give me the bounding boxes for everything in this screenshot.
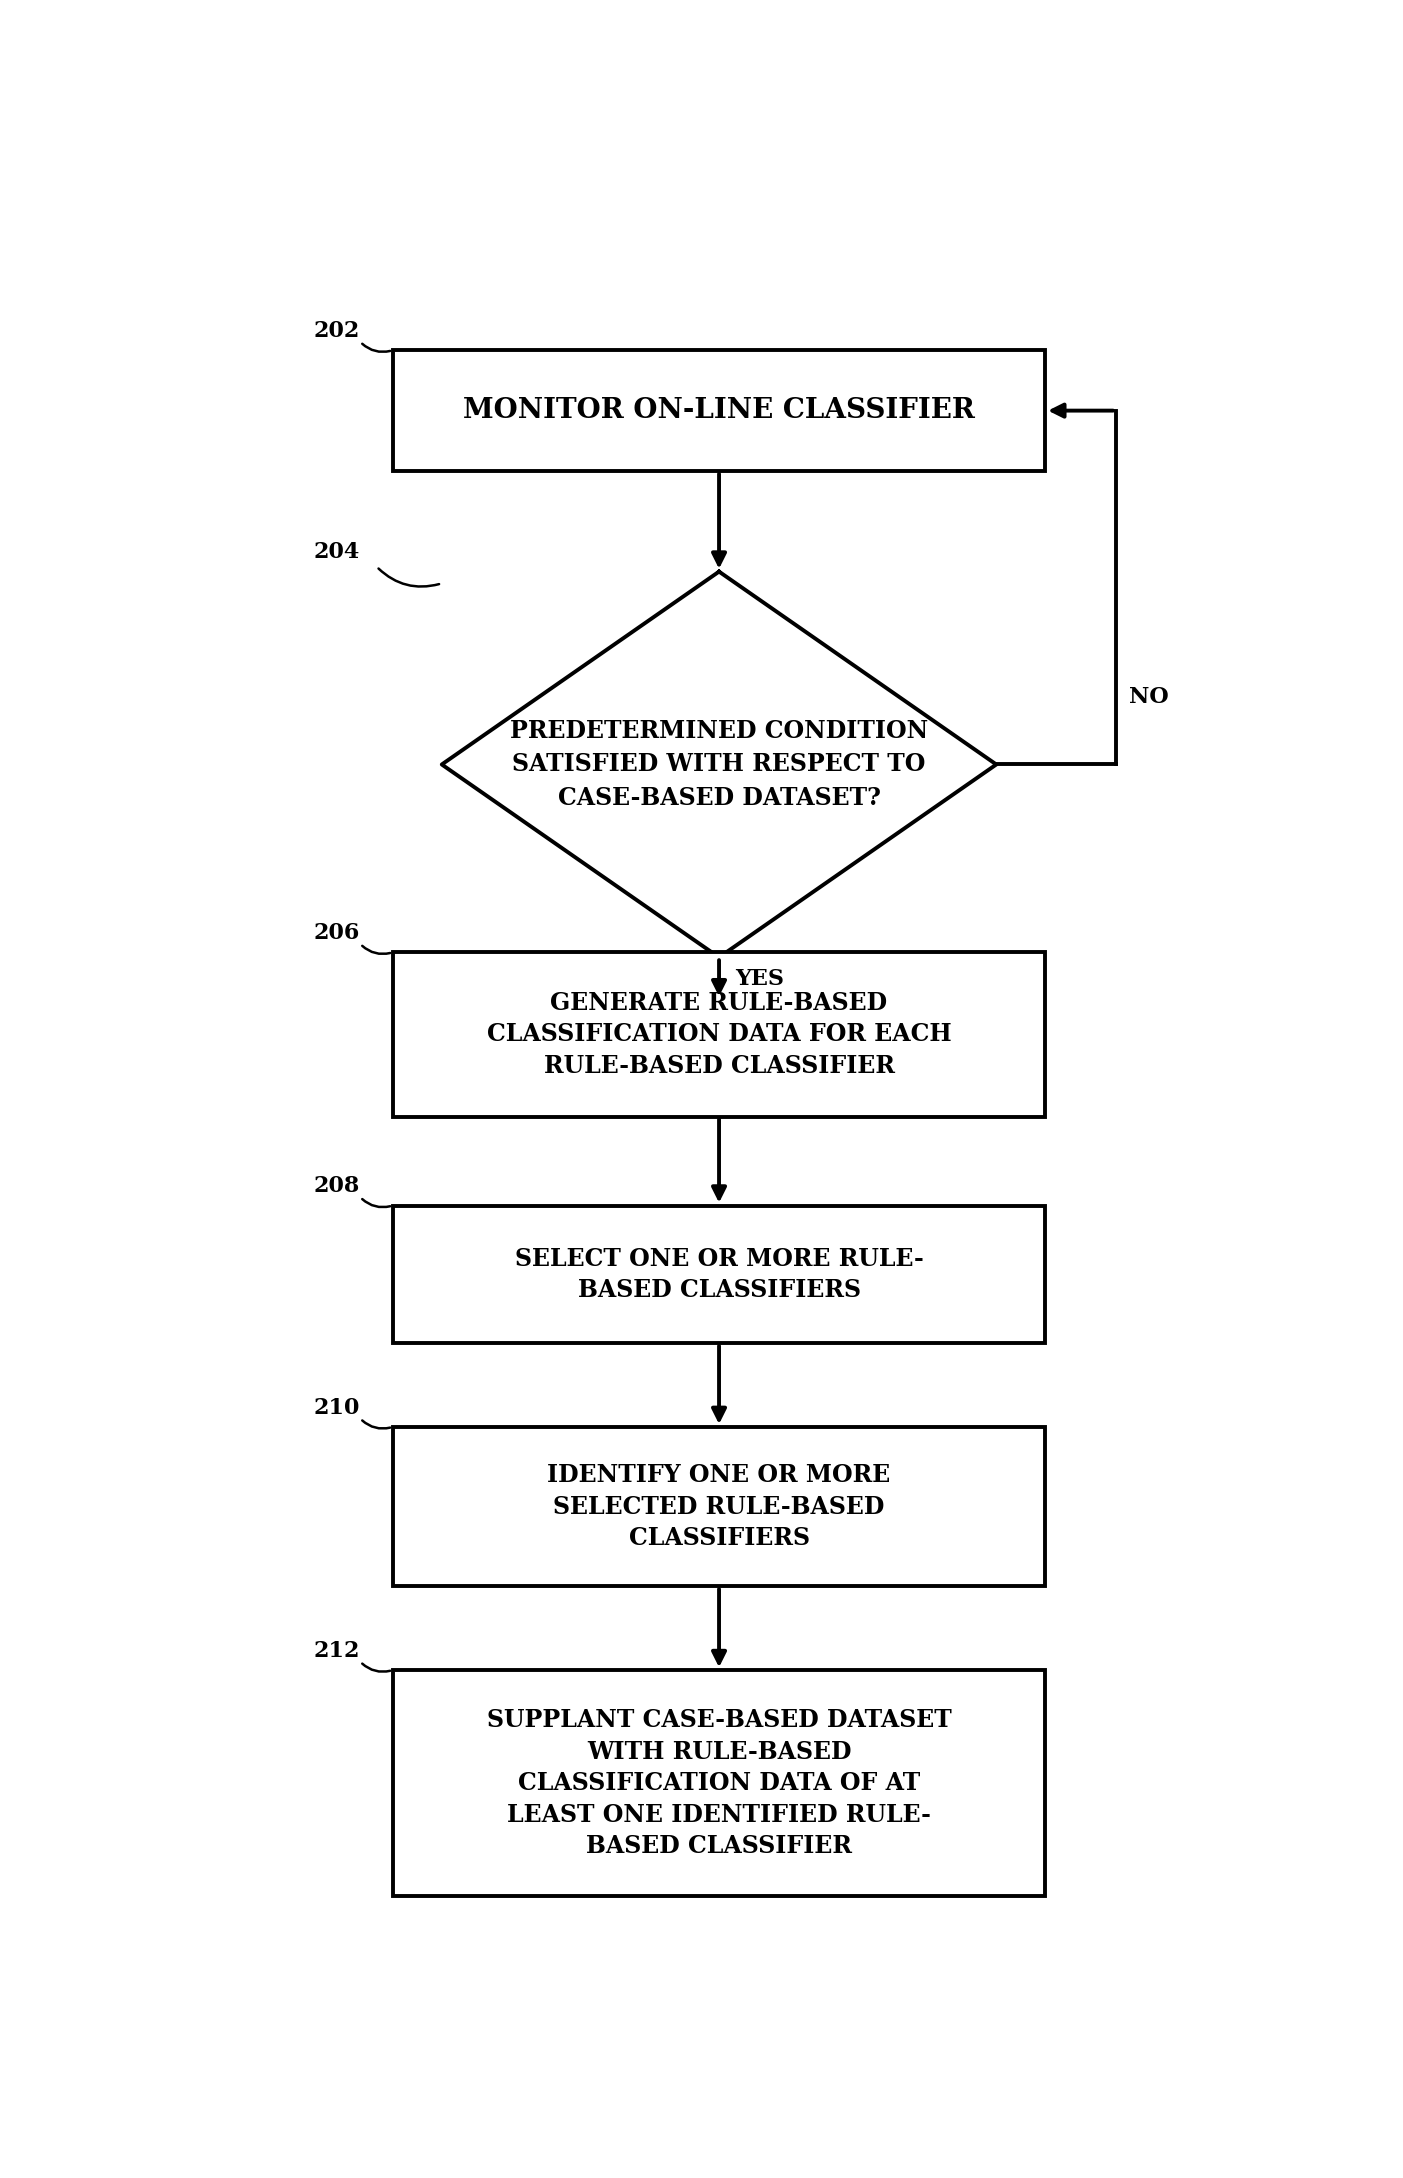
Bar — [393, 952, 1045, 1117]
Text: SELECT ONE OR MORE RULE-
BASED CLASSIFIERS: SELECT ONE OR MORE RULE- BASED CLASSIFIE… — [515, 1246, 923, 1302]
Text: GENERATE RULE-BASED
CLASSIFICATION DATA FOR EACH
RULE-BASED CLASSIFIER: GENERATE RULE-BASED CLASSIFICATION DATA … — [487, 991, 951, 1078]
Text: 202: 202 — [314, 320, 361, 342]
Text: 212: 212 — [314, 1640, 361, 1662]
Bar — [393, 1671, 1045, 1897]
Polygon shape — [442, 571, 996, 958]
Bar — [393, 1207, 1045, 1344]
Text: YES: YES — [735, 969, 784, 991]
Text: PREDETERMINED CONDITION
SATISFIED WITH RESPECT TO
CASE-BASED DATASET?: PREDETERMINED CONDITION SATISFIED WITH R… — [509, 719, 929, 810]
Bar — [393, 1427, 1045, 1586]
Text: 206: 206 — [314, 921, 361, 943]
Text: 208: 208 — [314, 1176, 361, 1198]
Text: MONITOR ON-LINE CLASSIFIER: MONITOR ON-LINE CLASSIFIER — [463, 396, 975, 425]
Text: SUPPLANT CASE-BASED DATASET
WITH RULE-BASED
CLASSIFICATION DATA OF AT
LEAST ONE : SUPPLANT CASE-BASED DATASET WITH RULE-BA… — [487, 1708, 951, 1858]
Text: 204: 204 — [314, 540, 361, 564]
Bar — [393, 351, 1045, 470]
Text: IDENTIFY ONE OR MORE
SELECTED RULE-BASED
CLASSIFIERS: IDENTIFY ONE OR MORE SELECTED RULE-BASED… — [547, 1464, 891, 1551]
Text: 210: 210 — [314, 1396, 361, 1418]
Text: NO: NO — [1128, 686, 1169, 708]
